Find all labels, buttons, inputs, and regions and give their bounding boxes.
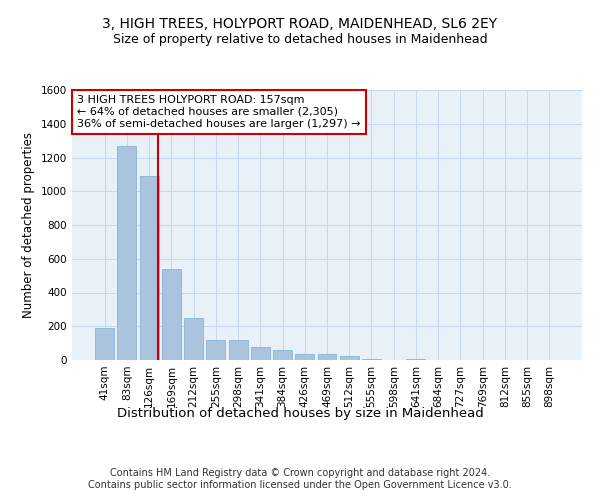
Bar [340,356,359,360]
Bar [295,354,314,360]
Bar [162,269,181,360]
Bar [406,359,425,360]
Bar [184,318,203,360]
Text: Contains public sector information licensed under the Open Government Licence v3: Contains public sector information licen… [88,480,512,490]
Bar [251,346,270,360]
Bar [95,328,114,360]
Text: 3, HIGH TREES, HOLYPORT ROAD, MAIDENHEAD, SL6 2EY: 3, HIGH TREES, HOLYPORT ROAD, MAIDENHEAD… [103,18,497,32]
Bar [273,350,292,360]
Text: Distribution of detached houses by size in Maidenhead: Distribution of detached houses by size … [116,408,484,420]
Bar [140,176,158,360]
Bar [206,340,225,360]
Text: Contains HM Land Registry data © Crown copyright and database right 2024.: Contains HM Land Registry data © Crown c… [110,468,490,477]
Bar [229,340,248,360]
Text: Size of property relative to detached houses in Maidenhead: Size of property relative to detached ho… [113,32,487,46]
Text: 3 HIGH TREES HOLYPORT ROAD: 157sqm
← 64% of detached houses are smaller (2,305)
: 3 HIGH TREES HOLYPORT ROAD: 157sqm ← 64%… [77,96,361,128]
Y-axis label: Number of detached properties: Number of detached properties [22,132,35,318]
Bar [362,359,381,360]
Bar [118,146,136,360]
Bar [317,354,337,360]
